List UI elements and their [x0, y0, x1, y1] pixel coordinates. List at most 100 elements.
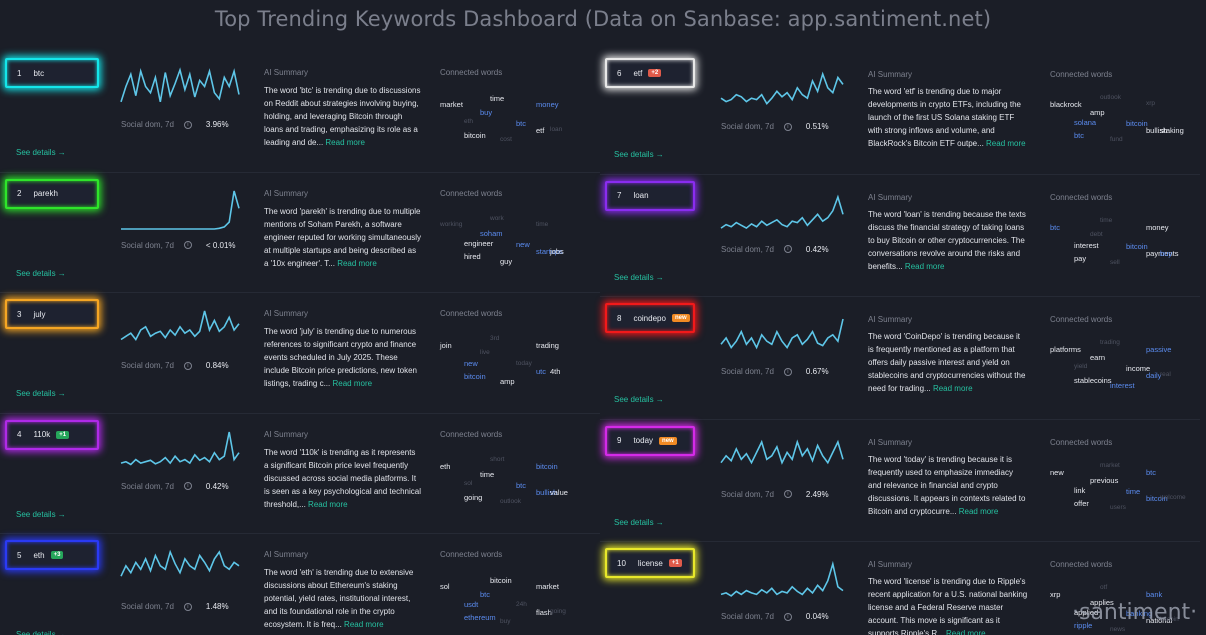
- keyword-chip[interactable]: 1 btc: [5, 58, 99, 88]
- connected-word[interactable]: eth: [440, 461, 451, 471]
- connected-word[interactable]: outlook: [1100, 94, 1121, 101]
- keyword-chip[interactable]: 6 etf +2: [605, 58, 695, 88]
- connected-word[interactable]: pay: [1074, 253, 1087, 263]
- connected-word[interactable]: national: [1146, 616, 1173, 625]
- connected-word[interactable]: flash: [536, 608, 552, 617]
- connected-word[interactable]: going: [464, 492, 483, 502]
- connected-word[interactable]: money: [536, 100, 559, 109]
- connected-word[interactable]: blackrock: [1050, 100, 1082, 109]
- connected-word[interactable]: applied: [1074, 608, 1099, 617]
- connected-word[interactable]: btc: [480, 590, 491, 599]
- connected-word[interactable]: interest: [1074, 240, 1099, 250]
- keyword-chip[interactable]: 7 loan: [605, 180, 695, 211]
- read-more-link[interactable]: Read more: [332, 379, 373, 388]
- see-details-link[interactable]: See details →: [614, 395, 664, 404]
- info-icon[interactable]: i: [783, 245, 792, 253]
- connected-word[interactable]: work: [490, 214, 504, 222]
- connected-word[interactable]: bitcoin: [536, 461, 558, 471]
- connected-word[interactable]: sol: [440, 582, 450, 591]
- connected-word[interactable]: buy: [480, 108, 493, 117]
- connected-word[interactable]: eth: [464, 118, 474, 125]
- connected-word[interactable]: welcome: [1160, 493, 1186, 501]
- read-more-link[interactable]: Read more: [986, 139, 1026, 148]
- connected-word[interactable]: 3rd: [490, 335, 500, 342]
- connected-word[interactable]: otf: [1100, 584, 1108, 591]
- connected-word[interactable]: time: [480, 469, 495, 479]
- connected-word[interactable]: payments: [1146, 248, 1179, 258]
- connected-word[interactable]: bitcoin: [1126, 119, 1148, 128]
- connected-word[interactable]: bitcoin: [1160, 616, 1179, 623]
- connected-word[interactable]: ethereum: [464, 613, 496, 622]
- info-icon[interactable]: i: [783, 612, 792, 621]
- read-more-link[interactable]: Read more: [337, 258, 377, 268]
- read-more-link[interactable]: Read more: [325, 138, 365, 147]
- connected-word[interactable]: solana: [1074, 118, 1097, 127]
- connected-word[interactable]: btc: [1074, 131, 1085, 140]
- connected-word[interactable]: time: [1126, 486, 1141, 496]
- read-more-link[interactable]: Read more: [308, 499, 348, 509]
- connected-word[interactable]: today: [516, 360, 532, 367]
- connected-word[interactable]: bullish: [1146, 126, 1168, 135]
- connected-word[interactable]: bitcoin: [1146, 493, 1168, 503]
- connected-word[interactable]: money: [1146, 222, 1169, 232]
- connected-word[interactable]: bitcoin: [1126, 241, 1148, 251]
- connected-word[interactable]: 24h: [516, 601, 527, 608]
- connected-word[interactable]: market: [440, 100, 463, 109]
- connected-word[interactable]: buy: [1160, 248, 1173, 258]
- connected-word[interactable]: news: [1110, 626, 1126, 633]
- connected-word[interactable]: stablecoins: [1074, 376, 1112, 385]
- connected-word[interactable]: guy: [500, 256, 513, 266]
- see-details-link[interactable]: See details →: [614, 272, 664, 282]
- connected-word[interactable]: daily: [1146, 371, 1162, 380]
- keyword-chip[interactable]: 8 coindepo new: [605, 303, 695, 333]
- connected-word[interactable]: xrp: [1050, 590, 1061, 599]
- connected-word[interactable]: buy: [500, 618, 511, 625]
- connected-word[interactable]: 4th: [550, 367, 561, 376]
- connected-word[interactable]: utc: [536, 367, 547, 376]
- connected-word[interactable]: xrp: [1146, 100, 1156, 107]
- info-icon[interactable]: i: [183, 120, 192, 129]
- connected-word[interactable]: bitcoin: [464, 372, 486, 381]
- connected-word[interactable]: short: [490, 455, 505, 463]
- see-details-link[interactable]: See details →: [614, 517, 664, 527]
- read-more-link[interactable]: Read more: [344, 620, 384, 629]
- connected-word[interactable]: applies: [1090, 598, 1114, 607]
- info-icon[interactable]: i: [183, 361, 192, 370]
- connected-word[interactable]: users: [1110, 503, 1126, 511]
- connected-word[interactable]: engineer: [464, 238, 494, 248]
- info-icon[interactable]: i: [783, 122, 792, 131]
- connected-word[interactable]: debt: [1090, 230, 1103, 238]
- info-icon[interactable]: i: [183, 241, 192, 249]
- connected-word[interactable]: new: [1050, 467, 1064, 477]
- connected-word[interactable]: ripple: [1074, 621, 1093, 630]
- see-details-link[interactable]: See details →: [16, 509, 66, 519]
- connected-word[interactable]: amp: [500, 377, 515, 386]
- connected-word[interactable]: btc: [1146, 467, 1157, 477]
- connected-word[interactable]: join: [440, 341, 452, 350]
- keyword-chip[interactable]: 9 today new: [605, 425, 695, 456]
- connected-word[interactable]: new: [516, 239, 530, 249]
- connected-word[interactable]: going: [550, 608, 566, 615]
- connected-word[interactable]: bullish: [536, 487, 558, 497]
- connected-word[interactable]: offer: [1074, 498, 1089, 508]
- connected-word[interactable]: real: [1160, 371, 1171, 378]
- connected-word[interactable]: time: [536, 220, 549, 228]
- connected-word[interactable]: bank: [1146, 590, 1163, 599]
- connected-word[interactable]: trading: [1100, 339, 1120, 346]
- info-icon[interactable]: i: [783, 367, 792, 376]
- connected-word[interactable]: platforms: [1050, 345, 1081, 354]
- read-more-link[interactable]: Read more: [932, 384, 973, 393]
- connected-word[interactable]: btc: [516, 480, 527, 490]
- connected-word[interactable]: usdt: [464, 600, 479, 609]
- connected-word[interactable]: bitcoin: [490, 576, 512, 585]
- connected-word[interactable]: income: [1126, 364, 1151, 373]
- connected-word[interactable]: market: [536, 582, 559, 591]
- see-details-link[interactable]: See details →: [16, 389, 66, 398]
- read-more-link[interactable]: Read more: [946, 629, 986, 635]
- connected-word[interactable]: jobs: [550, 246, 564, 256]
- connected-word[interactable]: bitcoin: [464, 131, 486, 140]
- connected-word[interactable]: yield: [1074, 363, 1088, 370]
- keyword-chip[interactable]: 4 110k +1: [5, 419, 99, 450]
- connected-word[interactable]: value: [550, 487, 568, 497]
- info-icon[interactable]: i: [183, 602, 192, 611]
